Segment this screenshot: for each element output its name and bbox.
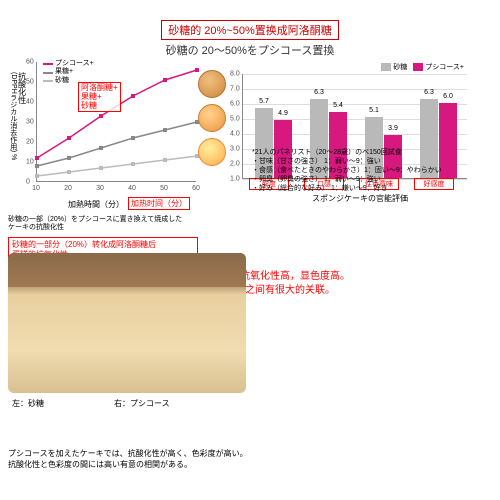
cake-label-right: 右：プシコース — [114, 398, 170, 409]
cake-photo — [8, 253, 246, 393]
title-cn: 砂糖的 20%~50%置换成阿洛酮糖 — [161, 20, 339, 40]
line-chart: 抗酸化性 (DPPHラジカル消去作用) % プシコース+果糖+砂糖 阿洛酮糖+ … — [8, 62, 218, 212]
cake-label-left: 左：砂糖 — [12, 398, 44, 409]
x-axis-label-jp: 加熱時間（分） — [68, 199, 124, 210]
footer-jp: プシコースを加えたケーキでは、抗酸化性が高く、色彩度が高い。 抗酸化性と色彩度の… — [8, 449, 492, 470]
x-axis-label-cn: 加热时间（分） — [128, 197, 190, 210]
line-caption-jp: 砂糖の一部（20%）をプシコースに置き換えて焼成した ケーキの抗酸化性 — [8, 216, 208, 233]
line-annotation-box: 阿洛酮糖+ 果糖+ 砂糖 — [78, 82, 121, 112]
bar-x-label: スポンジケーキの官能評価 — [312, 193, 408, 204]
bar-legend: 砂糖プシコース+ — [381, 62, 464, 72]
title-area: 砂糖的 20%~50%置换成阿洛酮糖 砂糖の 20～50%をプシコース置換 — [8, 20, 492, 58]
y-axis-label: 抗酸化性 (DPPHラジカル消去作用) % — [8, 72, 26, 160]
panelist-note: *21人のパネリスト（20～28歳）のべ150回試食 ・甘味（甘さの強さ） 1：… — [252, 148, 492, 193]
cake-labels: 左：砂糖 右：プシコース — [12, 398, 170, 409]
title-jp: 砂糖の 20～50%をプシコース置換 — [8, 42, 492, 58]
